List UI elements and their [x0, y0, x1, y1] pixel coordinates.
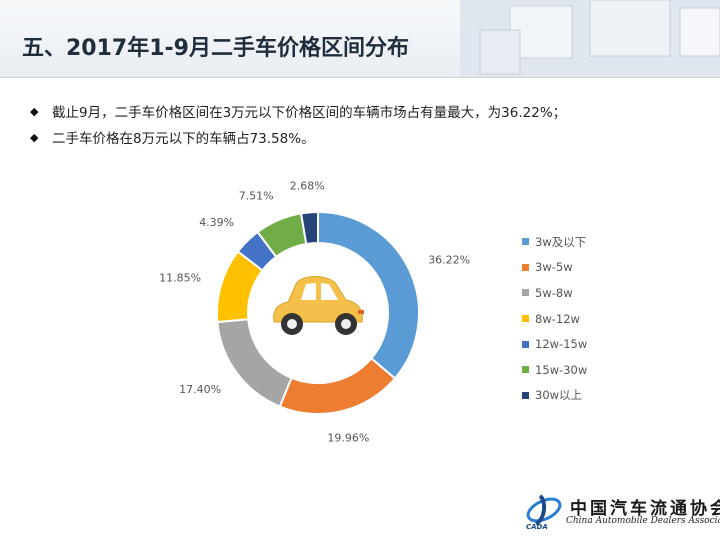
chart-legend: 3w及以下 3w-5w 5w-8w 8w-12w 12w-15w 15w-30w 30w以上	[522, 229, 587, 408]
legend-swatch	[522, 340, 529, 348]
legend-label: 15w-30w	[535, 362, 588, 377]
cada-logo: CADA 中国汽车流通协会 China Automobile Dealers A…	[524, 490, 720, 536]
legend-label: 12w-15w	[535, 337, 588, 352]
logo-abbr: CADA	[526, 523, 548, 531]
donut-slice	[317, 210, 420, 380]
legend-item: 12w-15w	[522, 331, 587, 357]
slice-data-label: 11.85%	[159, 271, 201, 284]
slice-data-label: 19.96%	[327, 431, 369, 444]
slide-header: 五、2017年1-9月二手车价格区间分布	[0, 0, 720, 78]
header-decoration-icon	[460, 0, 720, 77]
logo-english-name: China Automobile Dealers Association	[566, 516, 720, 526]
legend-swatch	[522, 238, 529, 246]
legend-item: 30w以上	[522, 383, 587, 409]
bullet-text: 截止9月，二手车价格区间在3万元以下价格区间的车辆市场占有量最大，为36.22%…	[52, 105, 567, 121]
diamond-bullet-icon: ◆	[30, 104, 39, 118]
legend-label: 5w-8w	[535, 285, 573, 300]
slice-data-label: 17.40%	[179, 383, 221, 396]
bullet-list: ◆ 截止9月，二手车价格区间在3万元以下价格区间的车辆市场占有量最大，为36.2…	[30, 98, 700, 150]
donut-slice	[216, 318, 293, 408]
legend-item: 5w-8w	[522, 280, 587, 306]
slice-data-label: 36.22%	[428, 253, 470, 266]
legend-swatch	[522, 315, 529, 323]
legend-label: 3w-5w	[535, 260, 573, 275]
legend-swatch	[522, 391, 529, 399]
diamond-bullet-icon: ◆	[30, 130, 39, 144]
bullet-item: ◆ 二手车价格在8万元以下的车辆占73.58%。	[30, 124, 700, 150]
legend-label: 8w-12w	[535, 311, 580, 326]
legend-swatch	[522, 289, 529, 297]
legend-item: 3w及以下	[522, 229, 587, 255]
slice-data-label: 2.68%	[290, 179, 325, 192]
legend-label: 3w及以下	[535, 234, 587, 249]
page-title: 五、2017年1-9月二手车价格区间分布	[22, 36, 409, 61]
legend-swatch	[522, 366, 529, 374]
cada-emblem-icon	[526, 494, 562, 526]
car-icon	[273, 276, 364, 335]
bullet-item: ◆ 截止9月，二手车价格区间在3万元以下价格区间的车辆市场占有量最大，为36.2…	[30, 98, 700, 124]
logo-chinese-name: 中国汽车流通协会	[570, 499, 720, 519]
legend-item: 15w-30w	[522, 357, 587, 383]
donut-slice	[278, 356, 397, 415]
bullet-text: 二手车价格在8万元以下的车辆占73.58%。	[52, 131, 315, 147]
slice-data-label: 7.51%	[239, 189, 274, 202]
legend-item: 8w-12w	[522, 306, 587, 332]
donut-slice	[299, 210, 319, 246]
slice-data-label: 4.39%	[199, 216, 234, 229]
legend-label: 30w以上	[535, 388, 583, 403]
legend-item: 3w-5w	[522, 255, 587, 281]
legend-swatch	[522, 263, 529, 271]
